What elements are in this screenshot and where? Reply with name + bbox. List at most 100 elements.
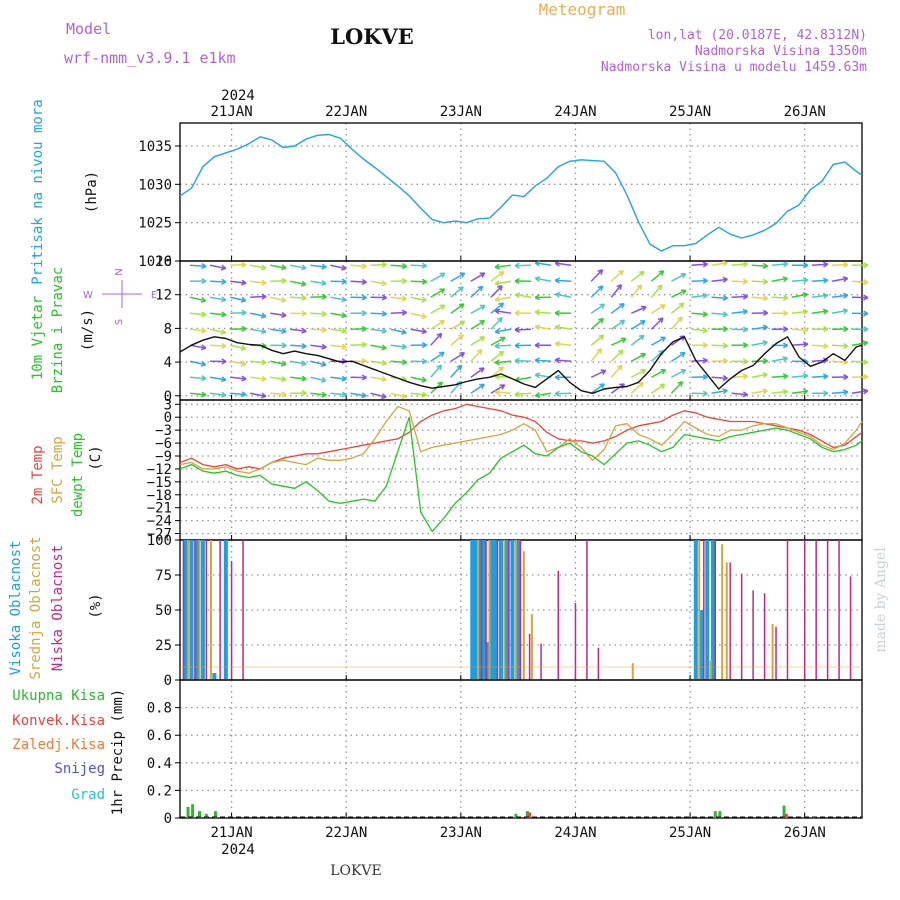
cloud-bar-cloud_low [519, 540, 522, 680]
bottom-date-26JAN: 26JAN [784, 825, 826, 841]
wind-arrow [390, 328, 407, 334]
cloud-bar-cloud_mid [709, 660, 712, 680]
wind-arrow [209, 392, 227, 397]
wind-arrow-head [762, 340, 768, 344]
y-tick-label: 0.6 [147, 728, 172, 744]
wind-arrow-head [341, 327, 347, 332]
precip-bar-precip_conv [784, 813, 788, 818]
wind-arrow-head [782, 261, 788, 265]
wind-arrow-head [514, 329, 520, 333]
y-tick-label: 50 [155, 603, 172, 619]
wind-arrow-head [763, 262, 769, 267]
wind-arrow [630, 320, 646, 330]
wind-arrow [650, 304, 666, 314]
cloud-bar-cloud_low [763, 593, 766, 680]
wind-arrow [711, 376, 728, 380]
precip-legend: Ukupna Kisa Konvek.Kisa Zaledj.Kisa Snijeg G… [12, 688, 105, 803]
wind-arrow-head [722, 294, 728, 299]
ylabel-pressure: Pritisak na nivou mora [30, 99, 46, 284]
wind-arrow-head [361, 294, 367, 299]
wind-arrow-head [863, 294, 869, 299]
wind-arrow-head [221, 342, 227, 347]
wind-arrow [430, 351, 445, 362]
y-tick-label: 0.2 [147, 783, 172, 799]
wind-arrow-head [341, 278, 347, 283]
wind-arrow-head [843, 261, 849, 266]
wind-arrow [494, 391, 512, 395]
cloud-bar-cloud_high [223, 540, 228, 680]
wind-arrow-head [422, 391, 428, 396]
wind-arrow-head [498, 270, 504, 274]
wind-arrow [330, 344, 347, 348]
wind-arrow [430, 272, 446, 282]
wind-arrow-head [762, 309, 769, 314]
ylabel-t2m: 2m Temp [30, 445, 46, 504]
wind-arrow [290, 376, 307, 380]
wind-arrow [210, 344, 227, 347]
cloud-bar-cloud_low [752, 590, 754, 680]
cloud-bar-cloud_mid [698, 540, 701, 680]
wind-arrow-head [722, 388, 728, 392]
wind-arrow [310, 328, 327, 331]
wind-arrow [490, 317, 503, 330]
cloud-bar-cloud_low [740, 573, 743, 680]
model-name: wrf-nmm_v3.9.1 e1km [64, 49, 236, 67]
wind-arrow [490, 350, 504, 362]
top-date-26JAN: 26JAN [784, 104, 826, 120]
wind-arrow-head [802, 308, 808, 313]
wind-arrow [490, 285, 503, 298]
wind-arrow [610, 303, 625, 314]
cloud-bar-cloud_low [242, 540, 244, 680]
cloud-bar-cloud_low [826, 540, 829, 680]
wind-arrow-head [616, 284, 622, 288]
wind-arrow-head [822, 308, 828, 312]
bottom-date-labels: 21JAN 22JAN 23JAN 24JAN 25JAN 26JAN [211, 825, 826, 841]
wind-arrow-head [381, 261, 387, 266]
wind-arrow [671, 369, 686, 378]
wind-arrow [610, 383, 625, 394]
wind-arrow [515, 392, 532, 396]
wind-arrow-head [341, 343, 347, 348]
y-tick-label: −21 [147, 501, 172, 517]
wind-arrow-head [842, 292, 849, 296]
y-tick-label: 0 [164, 673, 172, 689]
ylabel-cloud-unit: (%) [88, 593, 104, 618]
wind-arrow [270, 360, 287, 366]
wind-arrow-head [261, 293, 267, 298]
wind-arrow [515, 359, 532, 362]
wind-arrow [370, 344, 387, 349]
wind-arrow-head [843, 342, 849, 347]
y-tick-label: 3 [164, 397, 172, 413]
wind-arrow [791, 279, 808, 282]
temperature-panel: 30−3−6−9−12−15−18−21−24−27 [147, 397, 863, 543]
panel-frame [179, 122, 863, 262]
wind-arrow [410, 280, 427, 283]
wind-arrow [430, 332, 443, 346]
wind-arrow [590, 383, 605, 394]
wind-arrow-head [702, 261, 708, 265]
wind-arrow [350, 343, 367, 346]
wind-arrow-head [201, 360, 207, 366]
wind-arrow [555, 262, 572, 266]
wind-arrow-field [189, 260, 869, 400]
wind-arrow [290, 360, 307, 365]
wind-arrow-head [476, 348, 483, 352]
wind-arrow-head [534, 344, 540, 349]
wind-arrow-head [402, 375, 407, 381]
wind-arrow [791, 343, 808, 346]
wind-arrow [711, 261, 728, 266]
wind-arrow-head [554, 359, 560, 364]
wind-arrow-head [514, 344, 520, 349]
cloud-bar-cloud_low [586, 540, 588, 680]
wind-arrow [209, 296, 226, 301]
cloud-bar-cloud_low [597, 647, 600, 680]
top-date-21JAN: 21JAN [211, 104, 253, 120]
wind-arrow-head [477, 285, 483, 289]
cloud-bar-cloud_high [477, 540, 482, 680]
wind-arrow [691, 359, 708, 362]
wind-arrow-head [678, 302, 684, 305]
wind-arrow [390, 392, 407, 398]
wind-arrow [270, 264, 287, 269]
wind-arrow [370, 360, 387, 365]
wind-arrow-head [598, 317, 604, 321]
